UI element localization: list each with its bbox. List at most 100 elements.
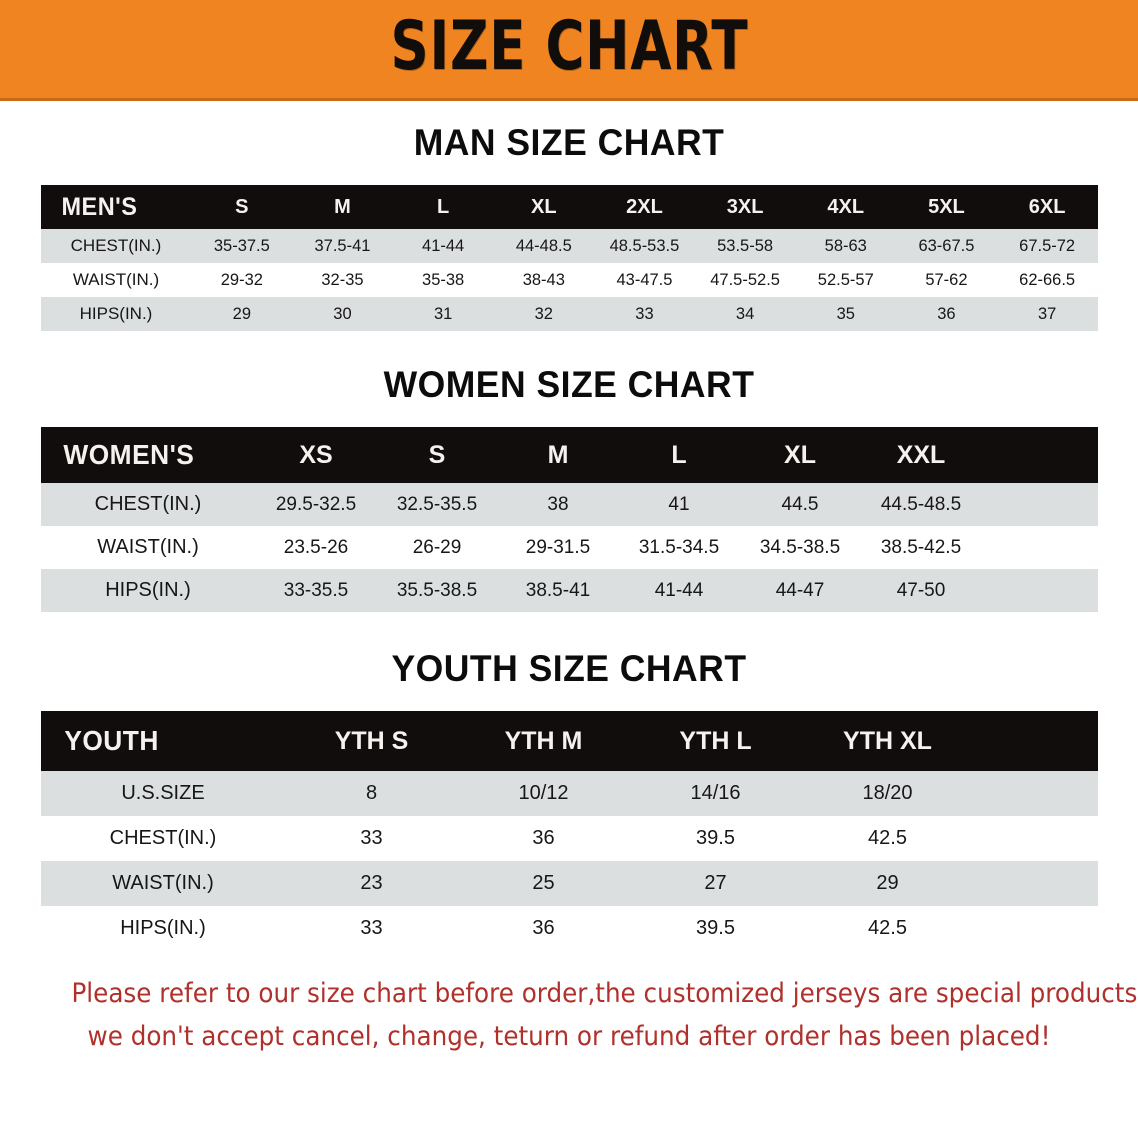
man-header-label: MEN'S [61, 192, 137, 221]
youth-section-title: YOUTH SIZE CHART [391, 648, 747, 689]
women-section-title: WOMEN SIZE CHART [383, 364, 755, 405]
table-cell: 26-29 [412, 536, 462, 558]
women-table-body: CHEST(IN.) 29.5-32.5 32.5-35.5 38 41 44.5 44.5… [40, 483, 1098, 612]
women-size-header-xxl: XXL [896, 440, 946, 469]
table-cell: 38 [547, 493, 569, 515]
youth-table-header: YOUTH YTH S YTH M YTH L YTH XL [40, 711, 1098, 771]
table-cell: 58-63 [824, 236, 867, 255]
table-cell: 63-67.5 [918, 236, 975, 255]
man-size-header-l: L [437, 195, 450, 218]
youth-header-spacer [974, 711, 1098, 771]
women-header-row: WOMEN'S XS S M L XL XXL [40, 427, 1098, 483]
table-row: CHEST(IN.) 35-37.5 37.5-41 41-44 44-48.5 48.5… [40, 229, 1098, 263]
table-cell: 39.5 [696, 917, 735, 939]
women-size-table: WOMEN'S XS S M L XL XXL CHEST(IN.) 29.5-32.5 32… [40, 427, 1098, 612]
youth-size-header-yth-l: YTH L [679, 726, 752, 755]
man-measure-label: CHEST(IN.) [70, 236, 162, 255]
table-cell: 36 [532, 917, 555, 939]
women-header-spacer [982, 427, 1098, 483]
women-size-header-m: M [547, 440, 569, 469]
youth-size-header-yth-m: YTH M [504, 726, 583, 755]
man-size-header-3xl: 3XL [726, 195, 764, 218]
table-row: U.S.SIZE 8 10/12 14/16 18/20 [40, 771, 1098, 816]
disclaimer-line-2: we don't accept cancel, change, teturn o… [87, 1020, 1051, 1052]
table-cell: 35.5-38.5 [396, 579, 478, 601]
youth-measure-label: U.S.SIZE [121, 782, 205, 804]
man-size-table: MEN'S S M L XL 2XL 3XL 4XL 5XL 6XL CHEST(IN.) 35-… [40, 185, 1098, 331]
table-cell-spacer [982, 526, 1098, 569]
table-cell: 8 [365, 782, 378, 804]
man-size-header-m: M [334, 195, 351, 218]
table-cell: 48.5-53.5 [609, 236, 680, 255]
table-cell-spacer [974, 771, 1098, 816]
youth-size-table-wrapper: YOUTH YTH S YTH M YTH L YTH XL U.S.SIZE 8 10/… [40, 711, 1098, 951]
table-cell: 34.5-38.5 [759, 536, 841, 558]
man-header-row: MEN'S S M L XL 2XL 3XL 4XL 5XL 6XL [40, 185, 1098, 229]
man-size-header-xl: XL [531, 195, 557, 218]
table-cell: 10/12 [518, 782, 569, 804]
youth-table-body: U.S.SIZE 8 10/12 14/16 18/20 CHEST(IN.) 33 36 39… [40, 771, 1098, 951]
table-cell: 41 [668, 493, 690, 515]
youth-size-table: YOUTH YTH S YTH M YTH L YTH XL U.S.SIZE 8 10/… [40, 711, 1098, 951]
man-section-title: MAN SIZE CHART [413, 122, 725, 163]
man-size-header-5xl: 5XL [928, 195, 965, 218]
order-policy-disclaimer: Please refer to our size chart before or… [71, 973, 1138, 1059]
youth-size-header-yth-xl: YTH XL [843, 726, 932, 755]
table-cell: 43-47.5 [616, 270, 673, 289]
table-cell: 29.5-32.5 [275, 493, 357, 515]
table-cell: 30 [333, 304, 352, 323]
table-cell: 52.5-57 [817, 270, 874, 289]
table-cell: 37.5-41 [314, 236, 371, 255]
table-cell: 47-50 [896, 579, 946, 601]
page-title: SIZE CHART [390, 7, 748, 86]
table-cell: 33 [360, 917, 383, 939]
table-row: WAIST(IN.) 29-32 32-35 35-38 38-43 43-47.5 47.… [40, 263, 1098, 297]
table-cell: 36 [532, 827, 555, 849]
table-cell: 23.5-26 [283, 536, 349, 558]
man-size-header-s: S [235, 195, 249, 218]
women-size-header-xs: XS [299, 440, 333, 469]
table-cell: 33 [635, 304, 654, 323]
table-cell-spacer [982, 569, 1098, 612]
man-table-header: MEN'S S M L XL 2XL 3XL 4XL 5XL 6XL [40, 185, 1098, 229]
youth-measure-label: CHEST(IN.) [109, 827, 217, 849]
table-row: HIPS(IN.) 33 36 39.5 42.5 [40, 906, 1098, 951]
table-cell: 35-38 [422, 270, 465, 289]
women-header-label: WOMEN'S [62, 439, 194, 470]
women-size-table-wrapper: WOMEN'S XS S M L XL XXL CHEST(IN.) 29.5-32.5 32… [40, 427, 1098, 612]
man-size-table-wrapper: MEN'S S M L XL 2XL 3XL 4XL 5XL 6XL CHEST(IN.) 35-… [40, 185, 1098, 331]
man-measure-label: HIPS(IN.) [79, 304, 153, 323]
table-cell: 29-32 [220, 270, 263, 289]
table-cell: 29 [232, 304, 251, 323]
page-header-banner: SIZE CHART [0, 0, 1138, 101]
youth-measure-label: WAIST(IN.) [112, 872, 214, 894]
table-row: CHEST(IN.) 33 36 39.5 42.5 [40, 816, 1098, 861]
table-row: WAIST(IN.) 23 25 27 29 [40, 861, 1098, 906]
table-cell: 31 [433, 304, 453, 323]
table-cell-spacer [974, 906, 1098, 951]
table-row: CHEST(IN.) 29.5-32.5 32.5-35.5 38 41 44.5 44.5… [40, 483, 1098, 526]
table-cell-spacer [982, 483, 1098, 526]
youth-header-row: YOUTH YTH S YTH M YTH L YTH XL [40, 711, 1098, 771]
table-row: WAIST(IN.) 23.5-26 26-29 29-31.5 31.5-34.5 34… [40, 526, 1098, 569]
table-cell: 36 [937, 304, 956, 323]
table-cell: 41-44 [654, 579, 704, 601]
women-table-header: WOMEN'S XS S M L XL XXL [40, 427, 1098, 483]
man-table-body: CHEST(IN.) 35-37.5 37.5-41 41-44 44-48.5 48.5… [40, 229, 1098, 331]
youth-header-label: YOUTH [63, 725, 159, 756]
table-cell: 42.5 [868, 917, 907, 939]
table-cell-spacer [974, 816, 1098, 861]
table-cell: 33 [360, 827, 383, 849]
table-cell: 47.5-52.5 [710, 270, 780, 289]
women-size-header-l: L [671, 440, 687, 469]
table-cell: 18/20 [862, 782, 913, 804]
table-cell: 62-66.5 [1019, 270, 1076, 289]
women-measure-label: CHEST(IN.) [94, 493, 202, 515]
table-cell: 29-31.5 [525, 536, 591, 558]
table-cell: 44-48.5 [515, 236, 572, 255]
man-size-header-6xl: 6XL [1028, 195, 1066, 218]
table-cell: 33-35.5 [283, 579, 349, 601]
table-cell: 35 [836, 304, 855, 323]
disclaimer-line-1: Please refer to our size chart before or… [71, 978, 1138, 1009]
table-row: HIPS(IN.) 33-35.5 35.5-38.5 38.5-41 41-44 44-… [40, 569, 1098, 612]
